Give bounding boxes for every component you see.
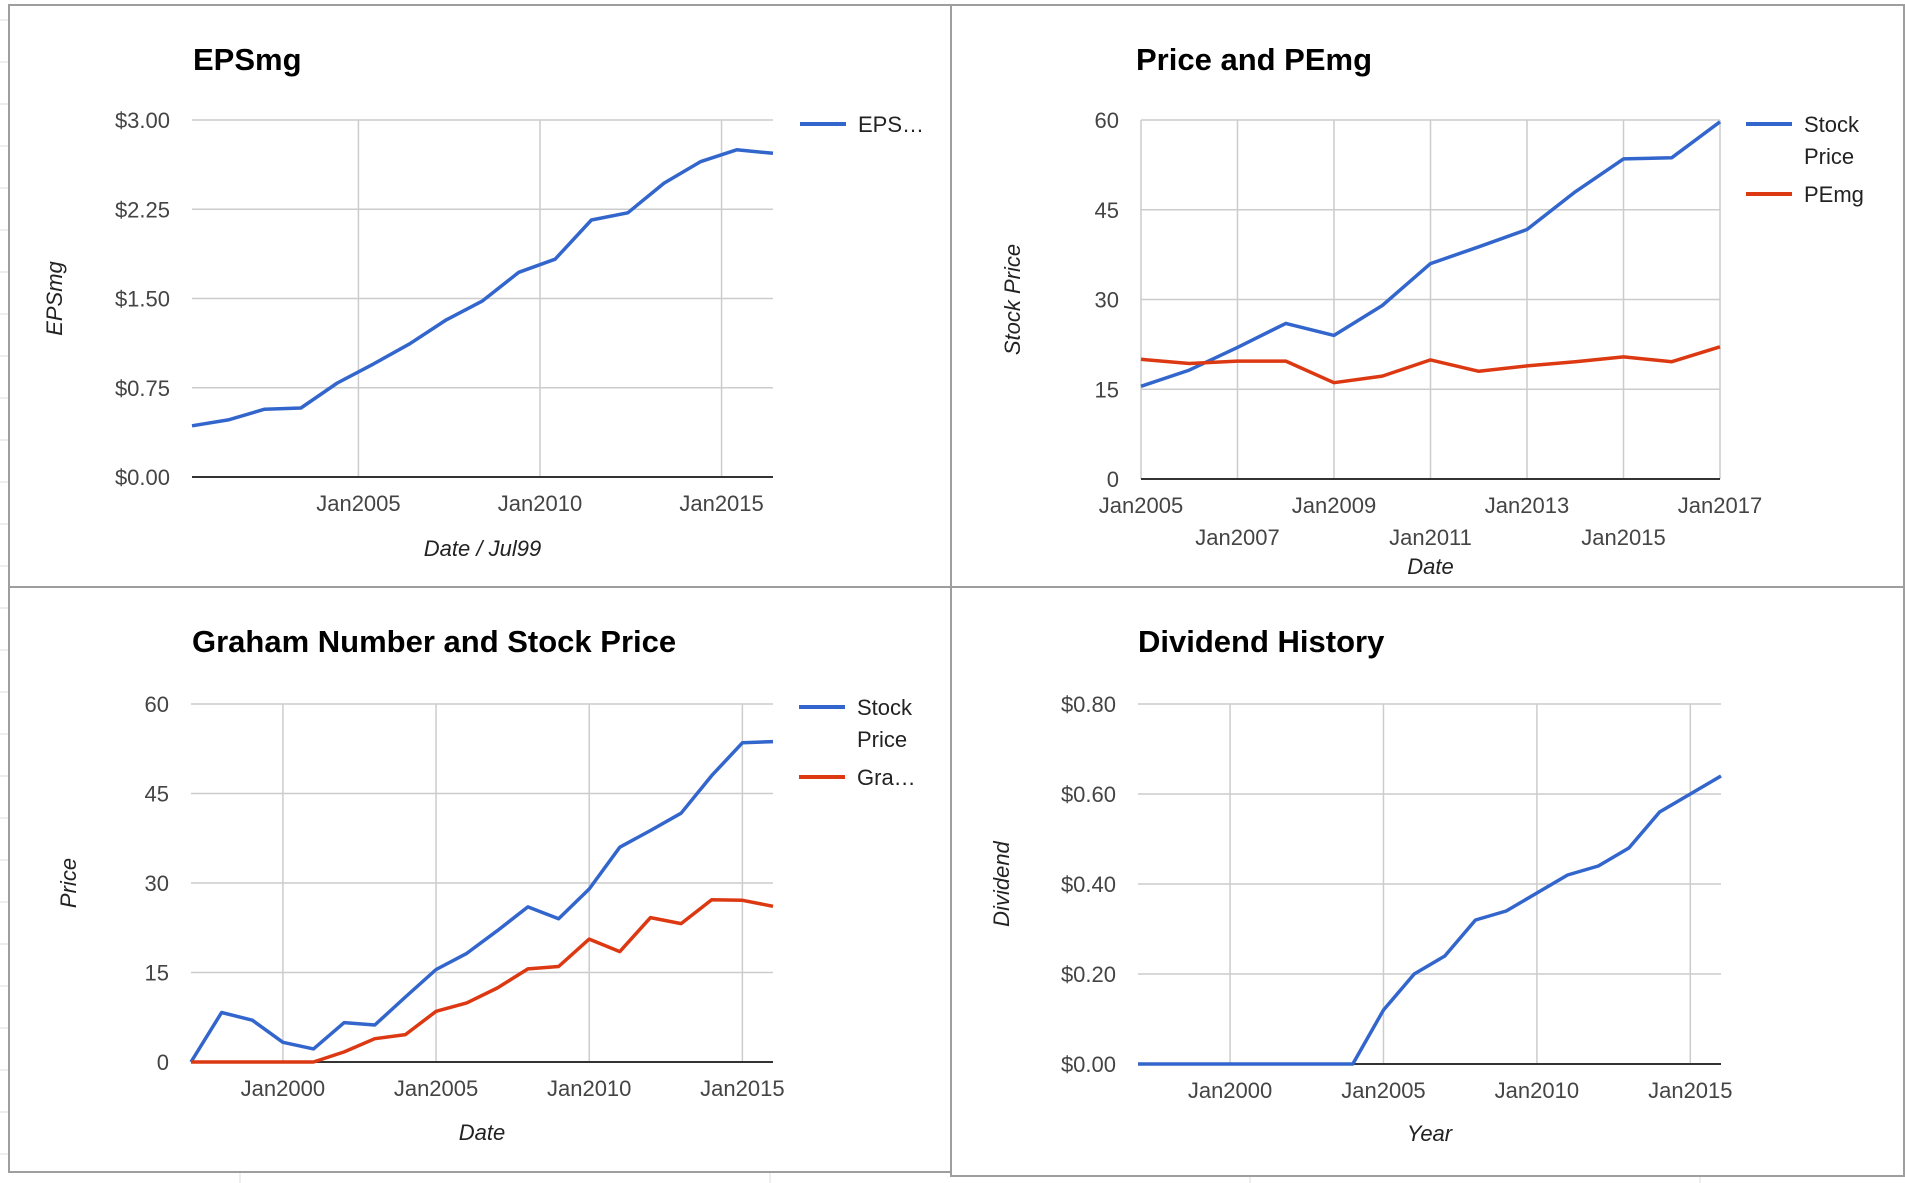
series-line-1 bbox=[1138, 774, 1722, 1066]
legend-label: Stock Price bbox=[1804, 112, 1860, 169]
y-tick-label: $1.50 bbox=[115, 287, 170, 312]
y-tick-label: $0.20 bbox=[1061, 962, 1116, 987]
y-tick-label: $0.80 bbox=[1061, 692, 1116, 717]
chart-panel-dividend[interactable]: Dividend History $0.00 $0.20 $0.40 $0.60 $0.8… bbox=[950, 586, 1905, 1177]
x-tick-label: Jan2005 bbox=[1099, 493, 1183, 518]
x-tick-label: Jan2017 bbox=[1678, 493, 1762, 518]
y-tick-label: 60 bbox=[1095, 108, 1119, 133]
y-tick-label: 45 bbox=[145, 782, 169, 807]
y-tick-label: 15 bbox=[1095, 377, 1119, 402]
y-tick-label: $2.25 bbox=[115, 197, 170, 222]
x-tick-label: Jan2009 bbox=[1292, 493, 1376, 518]
chart-dividend: Dividend History $0.00 $0.20 $0.40 $0.60 $0.8… bbox=[989, 624, 1733, 1146]
x-tick-label: Jan2010 bbox=[498, 491, 582, 516]
x-tick-label: Jan2000 bbox=[241, 1076, 325, 1101]
y-tick-label: 0 bbox=[157, 1050, 169, 1075]
chart-title: Dividend History bbox=[1138, 624, 1385, 659]
x-axis-title: Date bbox=[1407, 554, 1453, 579]
x-tick-label: Jan2015 bbox=[1648, 1078, 1732, 1103]
chart-price-pemg: Price and PEmg 0 15 30 45 60 Jan2005 Jan2007 Jan… bbox=[1000, 42, 1864, 579]
chart-title: Price and PEmg bbox=[1136, 42, 1372, 77]
chart-epsmg: EPSmg $0.00 $0.75 $1.50 $2.25 $3.00 Jan2005 Jan… bbox=[42, 42, 924, 561]
series-line-2 bbox=[1140, 345, 1721, 385]
y-tick-label: $3.00 bbox=[115, 108, 170, 133]
x-tick-label: Jan2010 bbox=[1495, 1078, 1579, 1103]
y-tick-label: 0 bbox=[1107, 467, 1119, 492]
chart-panel-price-pemg[interactable]: Price and PEmg 0 15 30 45 60 Jan2005 Jan2007 Jan… bbox=[950, 4, 1905, 588]
x-tick-label: Jan2007 bbox=[1195, 525, 1279, 550]
y-tick-label: 30 bbox=[1095, 288, 1119, 313]
chart-title: Graham Number and Stock Price bbox=[192, 624, 676, 659]
x-tick-label: Jan2005 bbox=[394, 1076, 478, 1101]
series-line-1 bbox=[1140, 120, 1722, 388]
y-axis-title: EPSmg bbox=[42, 260, 67, 335]
series-line-1 bbox=[191, 148, 774, 428]
y-tick-label: 30 bbox=[145, 871, 169, 896]
y-tick-label: $0.75 bbox=[115, 376, 170, 401]
y-tick-label: $0.00 bbox=[1061, 1052, 1116, 1077]
legend-label: EPS… bbox=[858, 112, 924, 137]
x-tick-label: Jan2000 bbox=[1188, 1078, 1272, 1103]
y-tick-label: 45 bbox=[1095, 198, 1119, 223]
x-tick-label: Jan2015 bbox=[679, 491, 763, 516]
y-tick-label: $0.60 bbox=[1061, 782, 1116, 807]
legend-label: Stock Price bbox=[857, 695, 913, 752]
series-line-1 bbox=[189, 739, 774, 1063]
x-tick-label: Jan2005 bbox=[1341, 1078, 1425, 1103]
x-tick-label: Jan2010 bbox=[547, 1076, 631, 1101]
y-tick-label: $0.40 bbox=[1061, 872, 1116, 897]
x-tick-label: Jan2013 bbox=[1485, 493, 1569, 518]
y-tick-label: $0.00 bbox=[115, 465, 170, 490]
y-axis-title: Price bbox=[56, 858, 81, 908]
x-axis-title: Date bbox=[459, 1120, 505, 1145]
x-tick-label: Jan2005 bbox=[316, 491, 400, 516]
y-axis-title: Stock Price bbox=[1000, 244, 1025, 355]
x-axis-title: Date / Jul99 bbox=[424, 536, 541, 561]
x-tick-label: Jan2015 bbox=[700, 1076, 784, 1101]
x-tick-label: Jan2011 bbox=[1389, 525, 1472, 550]
series-line-2 bbox=[191, 897, 774, 1064]
y-axis-title: Dividend bbox=[989, 840, 1014, 926]
chart-panel-graham[interactable]: Graham Number and Stock Price 0 15 30 45 60 Ja… bbox=[8, 586, 952, 1173]
legend-label: Gra… bbox=[857, 765, 916, 790]
chart-panel-epsmg[interactable]: EPSmg $0.00 $0.75 $1.50 $2.25 $3.00 Jan2005 Jan… bbox=[8, 4, 952, 588]
chart-graham: Graham Number and Stock Price 0 15 30 45 60 Ja… bbox=[56, 624, 916, 1145]
chart-title: EPSmg bbox=[193, 42, 302, 77]
legend-label: PEmg bbox=[1804, 182, 1864, 207]
x-axis-title: Year bbox=[1407, 1121, 1454, 1146]
y-tick-label: 15 bbox=[145, 961, 169, 986]
x-tick-label: Jan2015 bbox=[1581, 525, 1665, 550]
y-tick-label: 60 bbox=[145, 692, 169, 717]
